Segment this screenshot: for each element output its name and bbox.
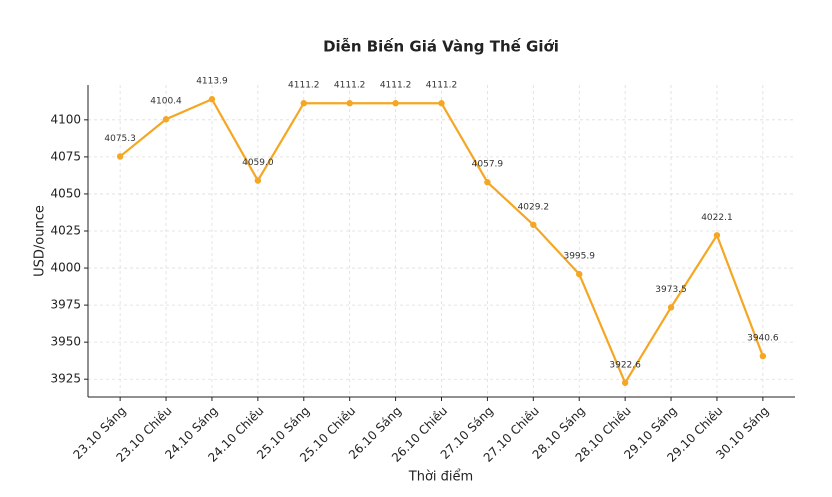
y-axis-label: USD/ounce	[33, 205, 48, 277]
data-label: 4111.2	[288, 81, 320, 91]
point	[116, 153, 124, 160]
data-label: 4075.3	[104, 134, 136, 144]
point	[392, 100, 399, 107]
chart-title: Diễn Biến Giá Vàng Thế Giới	[323, 37, 559, 56]
y-tick-label: 4000	[50, 261, 81, 275]
data-label: 4029.2	[518, 202, 550, 212]
data-label: 4113.9	[196, 77, 228, 87]
point	[576, 270, 583, 278]
point	[759, 352, 767, 360]
point	[300, 100, 307, 107]
point	[621, 379, 629, 386]
point	[484, 179, 491, 186]
y-tick-label: 3975	[50, 298, 81, 312]
data-label: 4022.1	[701, 213, 733, 223]
point	[346, 100, 353, 107]
y-tick-label: 4100	[50, 112, 81, 126]
y-tick-label: 4075	[50, 149, 81, 163]
x-axis-label: Thời điểm	[408, 470, 473, 485]
y-tick-label: 4050	[50, 186, 81, 200]
point	[208, 96, 216, 103]
data-label: 3995.9	[563, 252, 595, 262]
y-tick-label: 3950	[50, 335, 81, 349]
data-label: 4100.4	[150, 97, 182, 107]
point	[667, 304, 675, 311]
data-label: 3973.5	[655, 285, 687, 295]
y-tick-label: 4025	[50, 223, 81, 237]
point	[530, 221, 537, 228]
data-label: 4111.2	[426, 81, 458, 91]
data-label: 3922.6	[609, 360, 641, 370]
data-label: 3940.6	[747, 334, 779, 344]
data-label: 4059.0	[242, 158, 274, 168]
data-label: 4111.2	[334, 81, 366, 91]
data-label: 4057.9	[472, 160, 504, 170]
point	[254, 177, 262, 184]
point	[438, 100, 445, 107]
point	[162, 116, 170, 123]
point	[713, 232, 721, 239]
data-label: 4111.2	[380, 81, 412, 91]
y-tick-label: 3925	[50, 372, 81, 386]
